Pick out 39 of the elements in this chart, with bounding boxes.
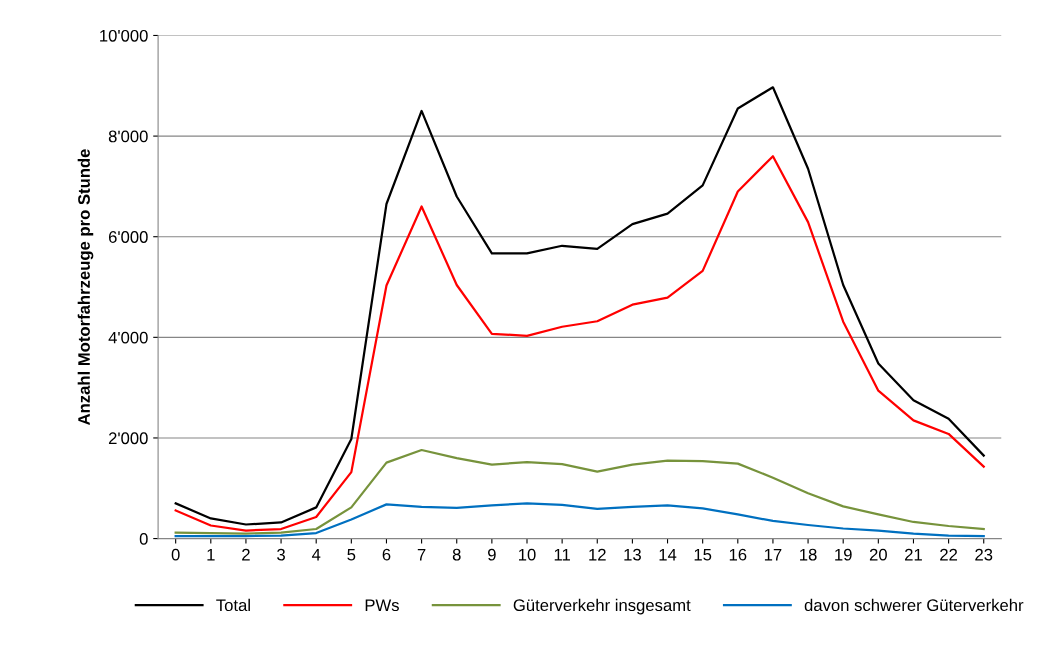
x-tick-label: 5 (347, 548, 356, 561)
x-tick-label: 0 (171, 548, 180, 561)
x-tick-label: 11 (554, 548, 570, 561)
x-tick-label: 14 (659, 548, 677, 561)
line-series (174, 448, 985, 535)
x-tick-label: 8 (452, 548, 461, 561)
x-tick-label: 21 (905, 548, 922, 561)
y-tick-label: 6'000 (108, 231, 148, 243)
y-tick-label: 4'000 (108, 331, 148, 344)
x-tick-label: 10 (519, 548, 536, 561)
legend-label: Güterverkehr insgesamt (513, 598, 691, 615)
line-series (174, 155, 985, 532)
x-tick-label: 7 (417, 548, 426, 561)
x-tick-label: 17 (764, 548, 782, 561)
x-tick-label: 16 (729, 548, 747, 561)
x-tick-label: 13 (624, 548, 641, 561)
y-tick-label: 10'000 (100, 29, 148, 42)
y-tick-label: 2'000 (108, 432, 148, 445)
x-tick-label: 23 (975, 548, 993, 561)
x-tick-label: 6 (382, 548, 391, 561)
x-tick-label: 18 (800, 548, 817, 561)
x-tick-label: 22 (940, 548, 958, 561)
line-series (174, 86, 985, 526)
x-tick-label: 9 (488, 548, 496, 561)
x-tick-label: 2 (242, 548, 250, 561)
y-axis-title: Anzahl Motorfahrzeuge pro Stunde (77, 149, 94, 426)
y-tick-label: 0 (139, 532, 148, 545)
legend-label: PWs (365, 599, 399, 612)
y-tick-label: 8'000 (108, 130, 148, 143)
x-tick-label: 19 (835, 548, 852, 561)
line-series (174, 502, 985, 538)
legend-label: davon schwerer Güterverkehr (804, 598, 1024, 612)
legend-label: Total (216, 598, 250, 612)
x-tick-label: 3 (277, 548, 285, 561)
x-tick-label: 4 (311, 548, 321, 561)
x-tick-label: 12 (589, 548, 606, 561)
x-tick-label: 15 (694, 548, 712, 561)
x-tick-label: 1 (207, 548, 215, 561)
x-tick-label: 20 (869, 548, 887, 561)
